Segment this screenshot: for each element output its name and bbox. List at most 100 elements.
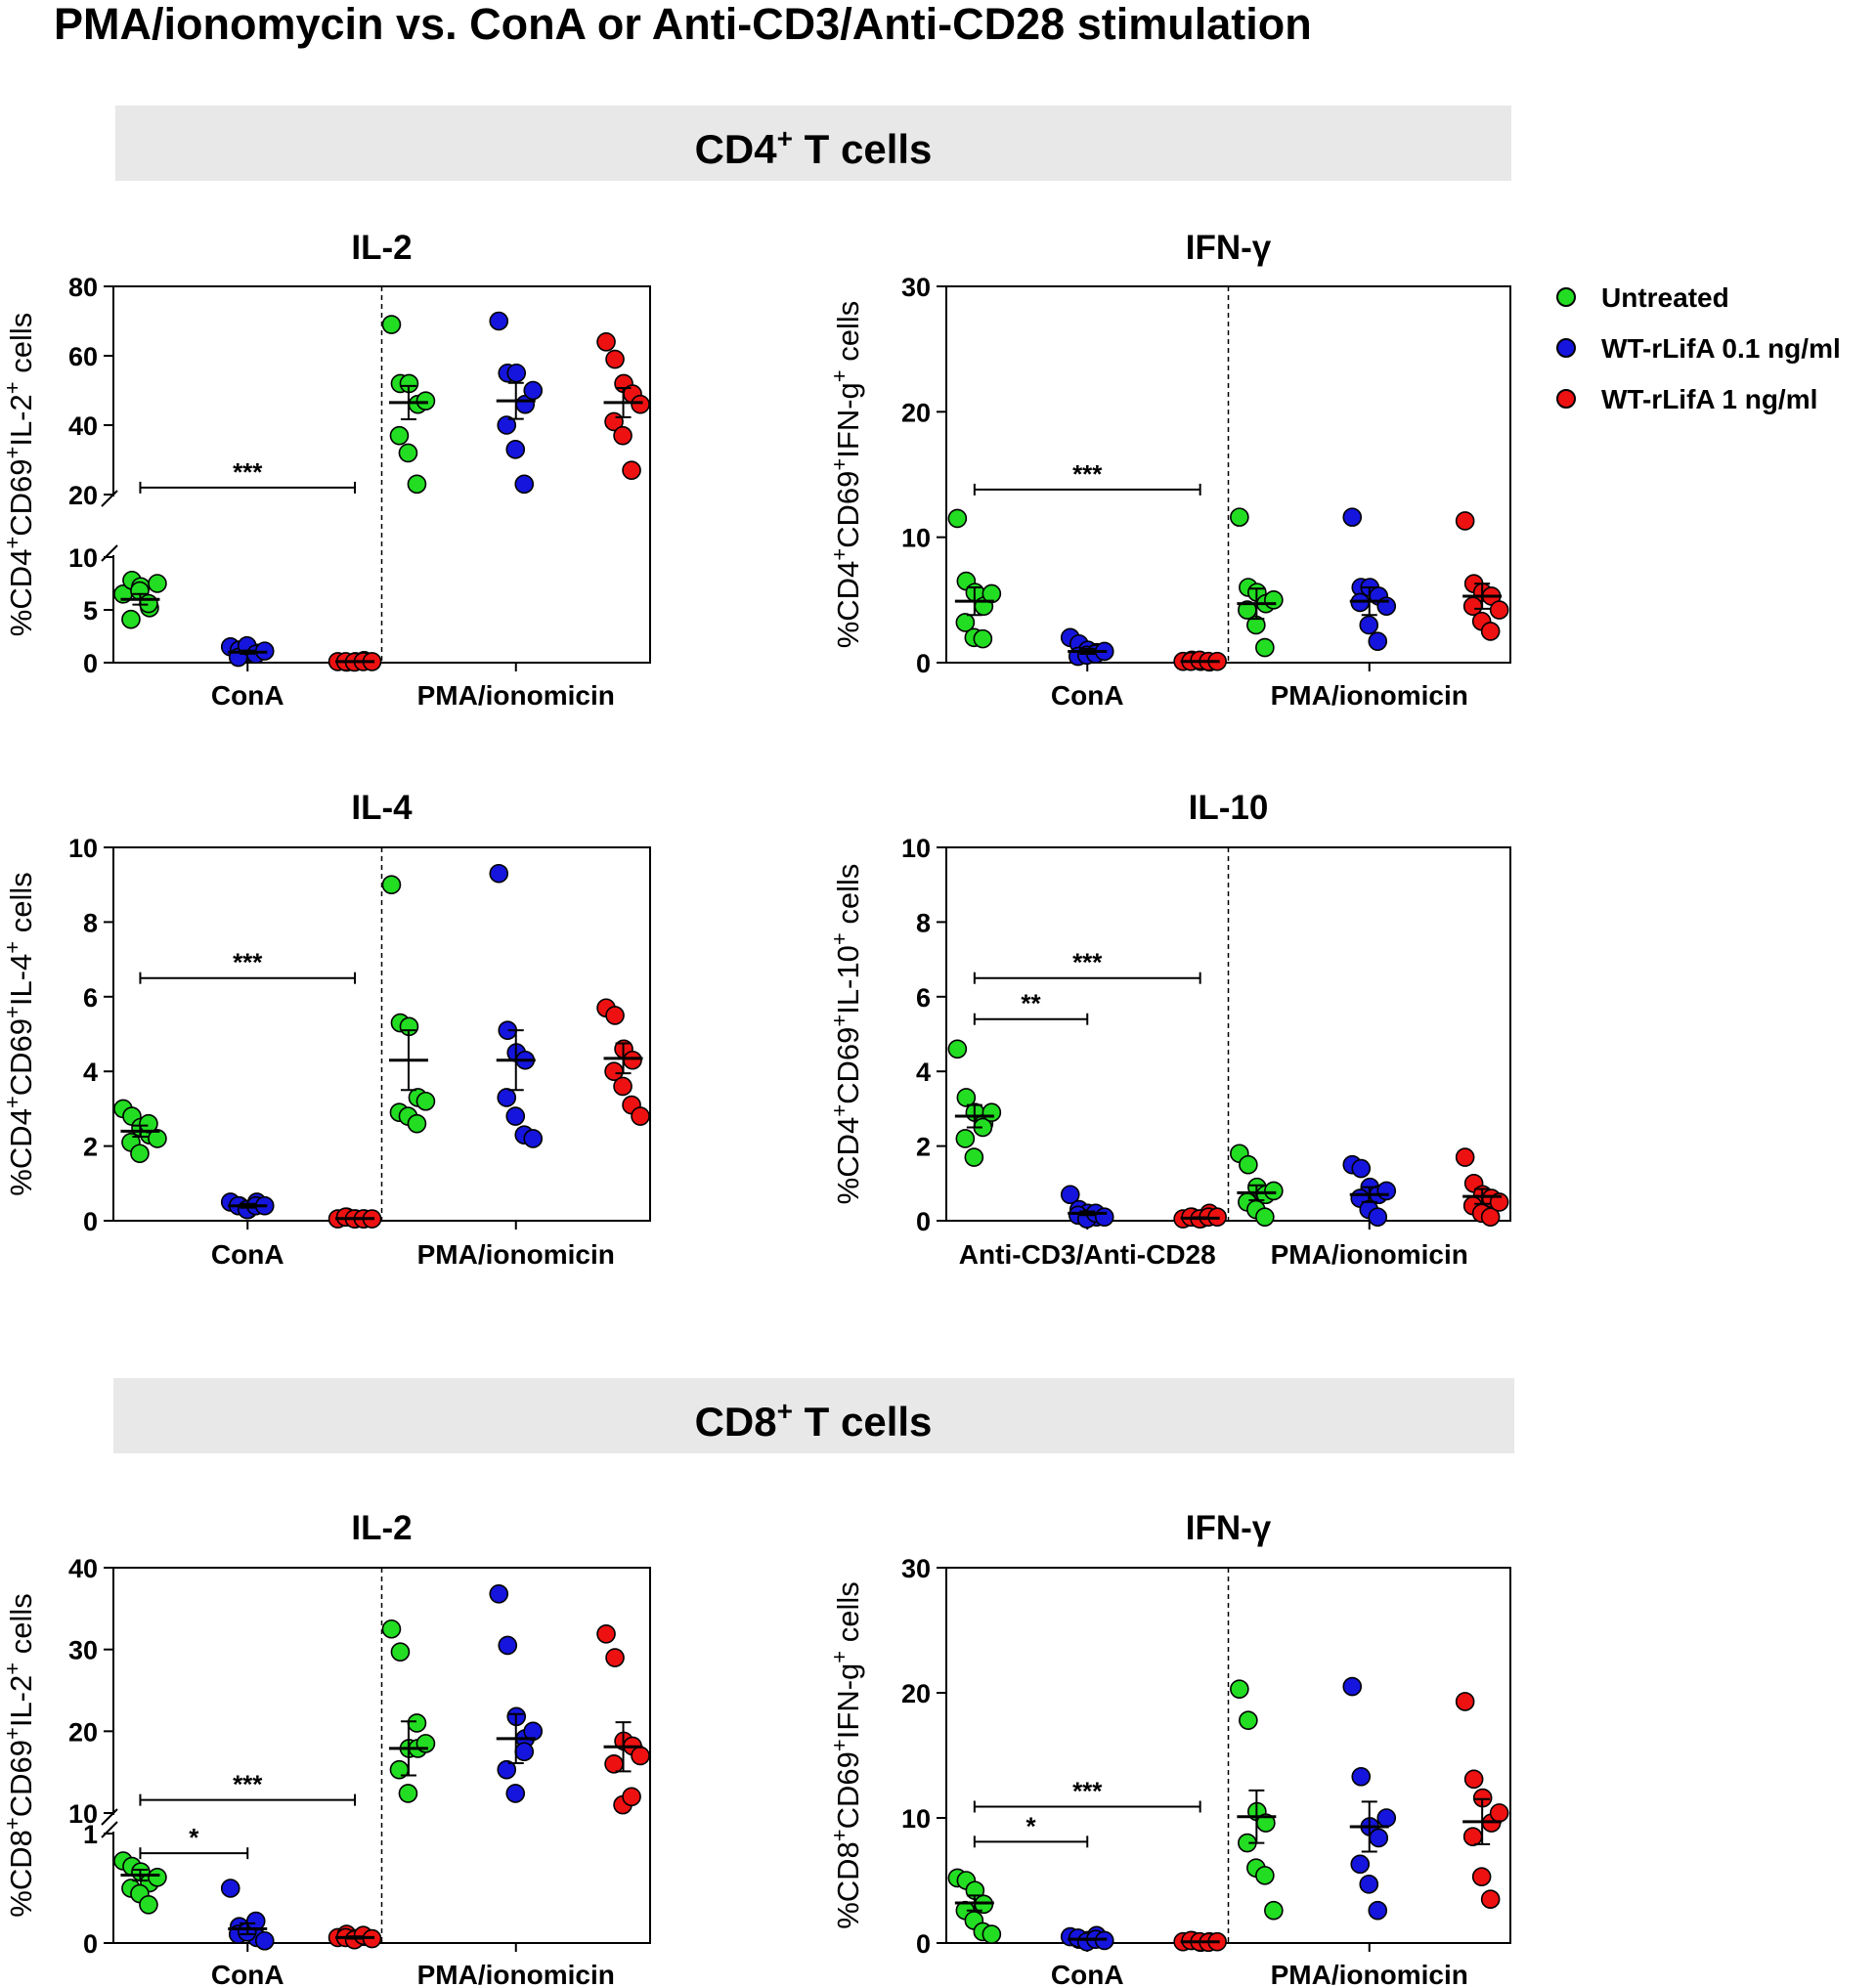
y-tick-label: 10 <box>901 834 931 863</box>
y-tick-label: 40 <box>68 1554 98 1583</box>
y-tick-label: 0 <box>83 1929 98 1959</box>
data-point <box>505 1106 526 1126</box>
data-point <box>498 1635 518 1656</box>
y-tick-label: 4 <box>83 1058 98 1087</box>
data-point <box>1471 1867 1492 1886</box>
data-point <box>389 425 410 446</box>
data-point <box>982 1102 1002 1123</box>
data-point <box>381 1619 402 1639</box>
data-point <box>398 443 418 463</box>
category-label: ConA <box>211 1239 284 1270</box>
axis-break-mark <box>101 490 118 507</box>
panel-title: IFN-γ <box>1186 229 1272 267</box>
legend-marker-2 <box>1556 389 1576 409</box>
category-label: PMA/ionomicin <box>417 680 615 711</box>
data-point <box>1094 1207 1114 1227</box>
data-point <box>506 363 527 383</box>
section-banner-cd8 <box>113 1378 1514 1453</box>
data-point <box>514 1742 535 1762</box>
panel-4: IL-2 0 110 20 30 40 ConA PMA/ionomicin %CD8+CD69… <box>0 1509 651 1987</box>
y-tick-label: 2 <box>83 1133 98 1162</box>
figure-title: PMA/ionomycin vs. ConA or Anti-CD3/Anti-… <box>54 0 1312 49</box>
data-point <box>523 1129 544 1148</box>
y-tick-label: 2 <box>916 1133 931 1162</box>
data-point <box>1480 1207 1501 1227</box>
section-label-cd4: CD4+ T cells <box>695 123 933 172</box>
data-point <box>613 425 633 446</box>
data-point <box>505 440 526 459</box>
data-point <box>1455 511 1475 531</box>
y-tick-label: 10 <box>901 524 931 553</box>
data-point <box>1462 1827 1483 1846</box>
data-point <box>1359 615 1379 635</box>
y-tick-label: 4 <box>916 1058 931 1087</box>
data-point <box>947 1039 968 1059</box>
data-point <box>130 1144 150 1164</box>
data-point <box>220 1879 240 1898</box>
section-label-cd8: CD8+ T cells <box>695 1396 933 1445</box>
legend-label-2: WT-rLifA 1 ng/ml <box>1601 384 1817 414</box>
data-point <box>1255 1207 1275 1227</box>
axis-break-mark <box>101 544 118 562</box>
data-point <box>956 1088 977 1107</box>
data-point <box>1369 1828 1389 1848</box>
data-point <box>497 1088 517 1107</box>
y-tick-label: 20 <box>68 481 98 510</box>
data-point <box>631 394 650 414</box>
significance-label: ** <box>1021 989 1041 1018</box>
data-point <box>623 1050 642 1070</box>
category-label: PMA/ionomicin <box>1271 680 1468 711</box>
data-point <box>489 863 509 884</box>
data-point <box>1489 600 1509 620</box>
data-point <box>1480 622 1501 641</box>
data-point <box>1060 1185 1080 1205</box>
y-axis-label: %CD4+CD69+IL-4+ cells <box>0 872 38 1196</box>
data-point <box>1489 1803 1509 1823</box>
category-label: Anti-CD3/Anti-CD28 <box>959 1239 1216 1270</box>
y-tick-label: 20 <box>901 398 931 427</box>
data-point <box>1351 1158 1372 1179</box>
category-label: ConA <box>211 680 284 711</box>
category-label: ConA <box>211 1960 284 1987</box>
data-point <box>955 613 976 632</box>
data-point <box>489 1583 509 1604</box>
data-point <box>1342 507 1363 527</box>
data-point <box>1368 1207 1388 1227</box>
data-point <box>964 1147 984 1167</box>
category-label: ConA <box>1051 680 1124 711</box>
category-label: ConA <box>1051 1960 1124 1987</box>
data-point <box>1255 1866 1275 1885</box>
significance-label: *** <box>233 948 263 977</box>
axis-break-mark <box>101 1808 118 1826</box>
data-point <box>381 875 402 895</box>
significance-label: *** <box>233 1770 263 1799</box>
y-tick-label: 30 <box>901 1554 931 1583</box>
data-point <box>605 1648 625 1667</box>
data-point <box>1480 1889 1501 1909</box>
data-point <box>1264 590 1284 610</box>
significance-label: *** <box>1072 948 1103 977</box>
data-point <box>947 508 968 529</box>
axis-break-gap <box>107 1815 120 1832</box>
data-point <box>605 1006 625 1025</box>
data-point <box>245 1911 266 1931</box>
data-point <box>381 315 402 334</box>
data-point <box>1255 637 1275 658</box>
y-tick-label: 0 <box>916 1929 931 1959</box>
data-point <box>596 331 616 352</box>
data-point <box>1230 1679 1249 1699</box>
y-tick-label: 30 <box>901 273 931 302</box>
y-tick-label: 0 <box>916 1207 931 1236</box>
category-label: PMA/ionomicin <box>1271 1960 1468 1987</box>
data-point <box>407 1113 427 1134</box>
data-point <box>505 1784 526 1803</box>
significance-label: * <box>189 1823 199 1852</box>
category-label: PMA/ionomicin <box>417 1960 615 1987</box>
data-point <box>514 474 535 495</box>
axis-break-mark <box>101 1821 118 1838</box>
significance-label: *** <box>233 457 263 487</box>
axis-break-gap <box>107 497 120 555</box>
category-label: PMA/ionomicin <box>1271 1239 1468 1270</box>
